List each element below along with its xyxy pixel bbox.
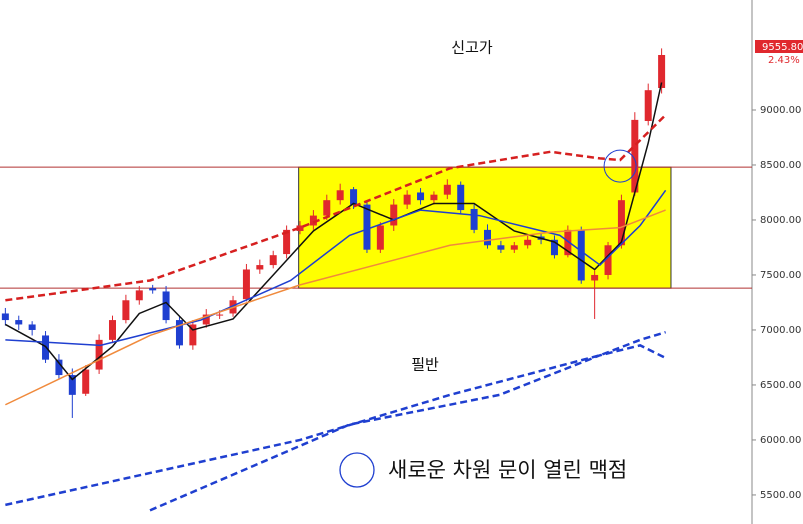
candle-body <box>256 265 264 270</box>
y-tick-label: 7000.00 <box>760 325 801 336</box>
candle-body <box>457 184 465 211</box>
candle-body <box>550 239 558 256</box>
candle-body <box>82 369 90 394</box>
annotation: 신고가 <box>451 39 493 57</box>
candle-body <box>376 225 384 250</box>
y-tick-label: 8500.00 <box>760 160 801 171</box>
candle-body <box>162 291 170 321</box>
y-tick-label: 8000.00 <box>760 215 801 226</box>
candle-body <box>497 245 505 250</box>
candle-body <box>470 208 478 230</box>
candle-body <box>443 184 451 195</box>
candle-body <box>484 229 491 246</box>
y-tick-label: 7500.00 <box>760 270 801 281</box>
candle-body <box>175 320 183 346</box>
candle-body <box>202 314 210 325</box>
candle-body <box>135 290 143 301</box>
candle-body <box>390 204 398 226</box>
y-tick-label: 6500.00 <box>760 380 801 391</box>
ma-line <box>5 189 667 347</box>
candle-body <box>95 339 103 370</box>
candle-body <box>417 192 425 201</box>
candle-body <box>577 229 585 281</box>
candle-body <box>524 239 532 246</box>
candle-body <box>510 245 518 250</box>
candle-body <box>631 119 639 193</box>
candle-body <box>430 194 438 201</box>
candle-body <box>122 300 130 321</box>
candle-body <box>15 320 23 325</box>
ma-line <box>5 209 666 406</box>
legend-text: 새로운 차원 문이 열린 맥점 <box>388 458 627 482</box>
last-price: 9555.80 <box>762 42 803 53</box>
highlight-circle <box>603 149 637 183</box>
candle-body <box>350 189 358 205</box>
candle-body <box>323 200 331 216</box>
candle-body <box>363 204 371 250</box>
candle-body <box>617 200 625 246</box>
candle-body <box>68 375 76 395</box>
price-box <box>755 40 803 53</box>
y-tick-label: 5500.00 <box>760 490 801 501</box>
candle-body <box>189 324 197 346</box>
candle-body <box>269 255 277 266</box>
change: 2.43% <box>768 55 800 66</box>
candle-body <box>309 215 317 226</box>
ma-line <box>149 344 667 512</box>
y-tick-label: 9000.00 <box>760 105 801 116</box>
candle-body <box>149 288 157 291</box>
y-tick-label: 6000.00 <box>760 435 801 446</box>
candle-body <box>1 313 9 321</box>
candle-body <box>296 225 304 231</box>
candle-body <box>109 320 116 340</box>
candle-body <box>55 359 63 376</box>
legend-circle <box>339 452 375 488</box>
candle-body <box>336 190 344 201</box>
candle-body <box>604 245 612 275</box>
ma-line <box>5 330 666 507</box>
candle-body <box>242 269 250 300</box>
candle-body <box>658 54 666 88</box>
candle-body <box>564 229 572 256</box>
candle-body <box>28 324 36 330</box>
ma-line <box>5 114 667 302</box>
annotation: 필반 <box>411 356 439 374</box>
candle-body <box>216 314 224 316</box>
candle-body <box>283 229 291 255</box>
candle-body <box>403 194 411 205</box>
candle-body <box>591 274 599 281</box>
candle-body <box>644 90 652 121</box>
